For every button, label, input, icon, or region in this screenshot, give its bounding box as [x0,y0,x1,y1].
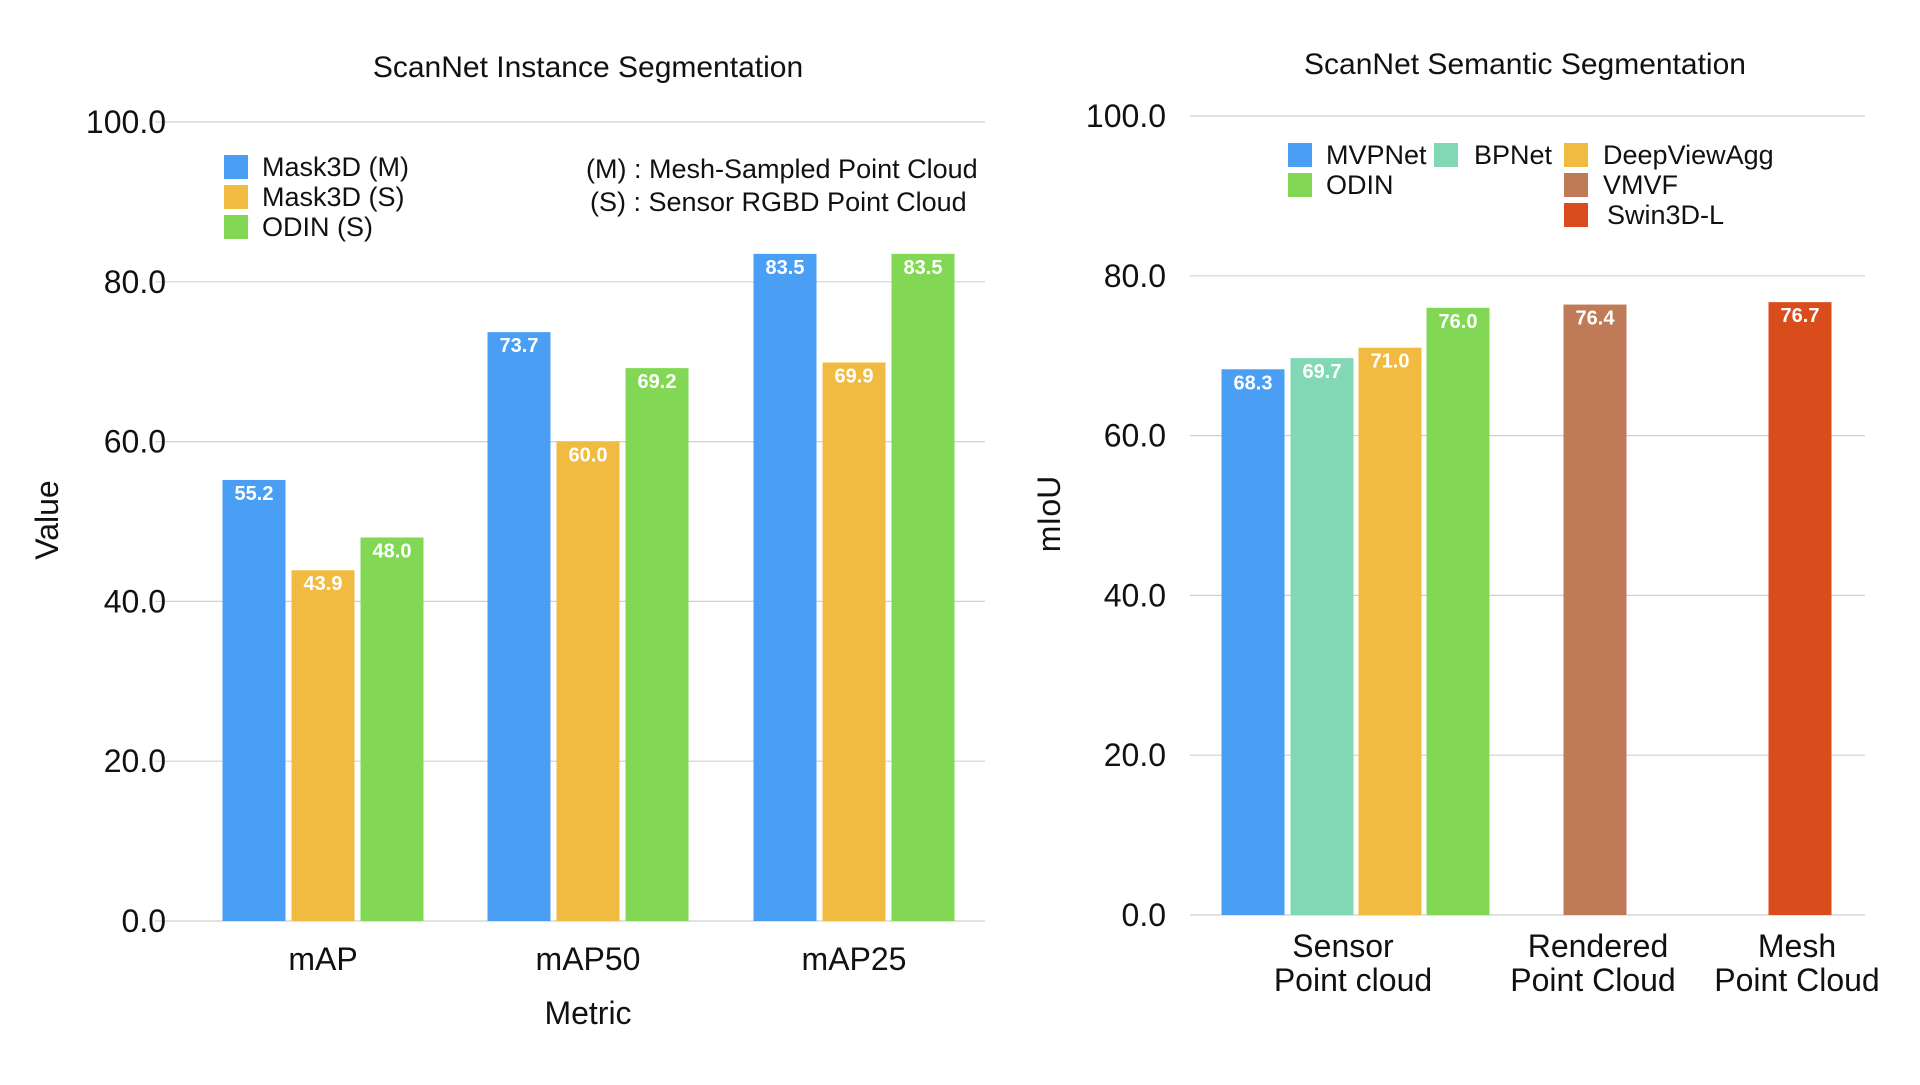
instance-chart-y-axis-label: Value [29,480,65,559]
legend-label-mvpnet: MVPNet [1326,140,1427,170]
bar-mask3d-s-map [291,570,355,921]
legend-swatch-mvpnet [1288,143,1312,167]
y-tick-label: 80.0 [1104,258,1166,294]
bar-value-label: 43.9 [304,573,343,595]
bar-value-label: 68.3 [1234,372,1273,394]
x-tick-label-rendered-point-cloud: Point Cloud [1510,962,1675,998]
y-tick-label: 40.0 [1104,577,1166,613]
semantic-segmentation-chart: ScanNet Semantic Segmentation 0.0 20.0 40.… [1031,48,1880,998]
y-tick-label: 0.0 [1122,897,1166,933]
bar-mask3d-m-map50 [487,332,551,922]
legend-label-mask3d-s: Mask3D (S) [262,182,405,212]
bar-mvpnet [1221,369,1285,916]
bar-mask3d-m-map [222,479,286,921]
bar-odin-s-map [360,537,424,921]
bar-bpnet [1290,358,1354,915]
semantic-chart-y-ticks: 0.0 20.0 40.0 60.0 80.0 100.0 [1086,98,1166,933]
y-tick-label: 60.0 [104,424,166,460]
bar-value-label: 48.0 [373,540,412,562]
instance-chart-legend: Mask3D (M)Mask3D (S)ODIN (S) [224,152,409,242]
semantic-chart-bars: 68.3 69.7 71.0 76.0 76.4 76.7 [1221,302,1832,916]
y-tick-label: 100.0 [1086,98,1166,134]
legend-swatch-bpnet [1434,143,1458,167]
legend-swatch-odin-s [224,215,248,239]
y-tick-label: 60.0 [1104,418,1166,454]
bar-odin-s-map50 [625,368,689,921]
bar-odin [1426,307,1490,915]
bar-value-label: 83.5 [766,257,805,279]
legend-label-deepviewagg: DeepViewAgg [1603,140,1774,170]
instance-chart-x-axis-label: Metric [544,995,631,1031]
bar-mask3d-s-map25 [822,362,886,921]
bar-odin-s-map25 [891,253,955,921]
legend-swatch-swin3d-l [1564,203,1588,227]
x-tick-label-mesh-point-cloud: Mesh [1758,928,1836,964]
bar-value-label: 69.7 [1303,361,1342,383]
legend-swatch-deepviewagg [1564,143,1588,167]
y-tick-label: 80.0 [104,264,166,300]
bar-value-label: 71.0 [1371,351,1410,373]
bar-mask3d-m-map25 [753,253,817,921]
bar-value-label: 83.5 [904,257,943,279]
semantic-chart-title: ScanNet Semantic Segmentation [1304,48,1746,81]
x-tick-label-map: mAP [288,941,357,977]
legend-label-swin3d-l: Swin3D-L [1607,200,1724,230]
bar-value-label: 76.4 [1576,308,1616,330]
bar-vmvf [1563,304,1627,916]
legend-swatch-odin [1288,173,1312,197]
x-tick-label-mesh-point-cloud: Point Cloud [1714,962,1879,998]
instance-chart-y-ticks: 0.0 20.0 40.0 60.0 80.0 100.0 [86,104,166,939]
y-tick-label: 0.0 [122,903,166,939]
legend-label-odin-s: ODIN (S) [262,212,373,242]
bar-swin3d-l [1768,302,1832,915]
x-tick-label-sensor-point-cloud: Point cloud [1274,962,1432,998]
bar-value-label: 76.0 [1439,311,1478,333]
legend-swatch-vmvf [1564,173,1588,197]
legend-label-odin: ODIN [1326,170,1394,200]
bar-value-label: 76.7 [1781,305,1820,327]
instance-chart-title: ScanNet Instance Segmentation [373,51,803,84]
bar-deepviewagg [1358,347,1422,916]
legend-swatch-mask3d-m [224,155,248,179]
bar-mask3d-s-map50 [556,441,620,921]
x-tick-label-sensor-point-cloud: Sensor [1292,928,1394,964]
semantic-chart-y-axis-label: mIoU [1031,476,1067,552]
legend-swatch-mask3d-s [224,185,248,209]
y-tick-label: 20.0 [104,743,166,779]
bar-value-label: 73.7 [500,335,539,357]
legend-label-bpnet: BPNet [1474,140,1553,170]
bar-value-label: 69.9 [835,365,874,387]
bar-value-label: 69.2 [638,371,677,393]
instance-chart-notes: (M) : Mesh-Sampled Point Cloud(S) : Sens… [586,154,978,217]
legend-note: (S) : Sensor RGBD Point Cloud [590,187,967,217]
instance-chart-bars: 55.2 43.9 48.0 73.7 60.0 69.2 83.5 69.9 83.5 [222,253,955,922]
instance-chart-x-ticks: mAP mAP50 mAP25 [288,941,906,977]
y-tick-label: 100.0 [86,104,166,140]
legend-label-vmvf: VMVF [1603,170,1678,200]
y-tick-label: 40.0 [104,583,166,619]
x-tick-label-map25: mAP25 [802,941,907,977]
x-tick-label-map50: mAP50 [536,941,641,977]
bar-value-label: 60.0 [569,445,608,467]
legend-label-mask3d-m: Mask3D (M) [262,152,409,182]
x-tick-label-rendered-point-cloud: Rendered [1528,928,1669,964]
bar-value-label: 55.2 [235,483,274,505]
y-tick-label: 20.0 [1104,737,1166,773]
legend-note: (M) : Mesh-Sampled Point Cloud [586,154,978,184]
instance-segmentation-chart: ScanNet Instance Segmentation 0.0 20.0 40.… [29,51,985,1031]
